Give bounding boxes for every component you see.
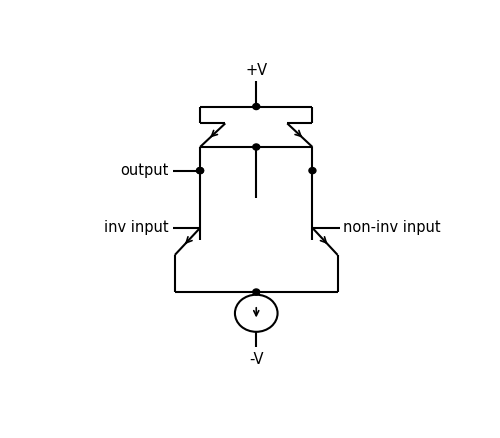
Circle shape	[309, 168, 316, 173]
Text: +V: +V	[245, 63, 268, 78]
Text: output: output	[120, 163, 169, 178]
Circle shape	[196, 168, 203, 173]
Circle shape	[253, 103, 260, 110]
Text: inv input: inv input	[104, 220, 169, 236]
Circle shape	[196, 168, 203, 173]
Circle shape	[253, 144, 260, 150]
Circle shape	[253, 289, 260, 295]
Text: -V: -V	[249, 352, 264, 367]
Text: non-inv input: non-inv input	[344, 220, 441, 236]
